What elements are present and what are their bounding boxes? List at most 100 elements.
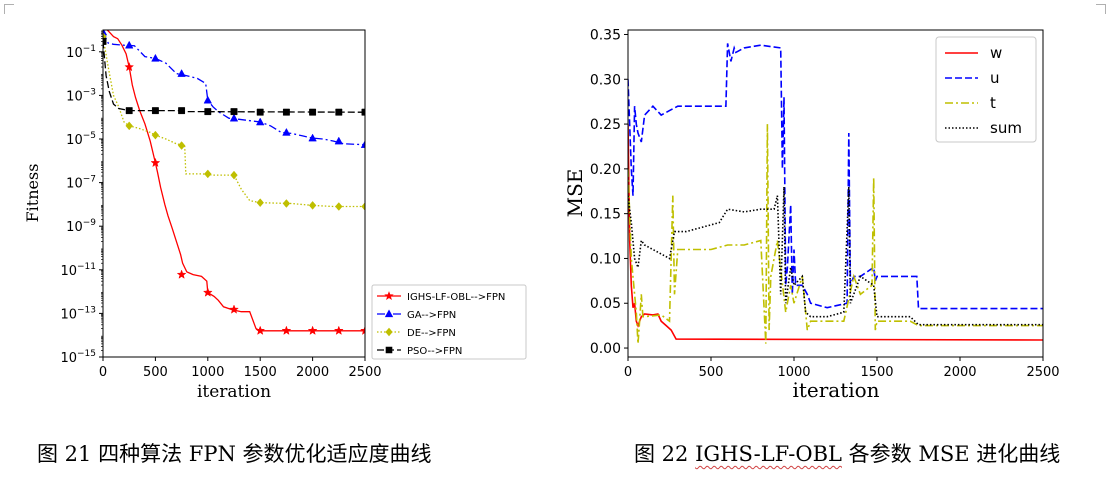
fitness-y-axis-label: Fitness [23,164,42,223]
mse-x-tick-label: 0 [624,365,632,380]
fitness-series-marker-3 [335,108,343,116]
fitness-series-marker-0 [255,325,266,335]
fitness-series-marker-1 [360,140,365,148]
fitness-chart: 0 500 1000 1500 2000 2500 10−15 10−13 10−11 10−9 1… [23,29,527,402]
fitness-legend-label: GA-->FPN [407,310,456,321]
mse-plot-frame [627,29,1044,358]
fitness-series-marker-1 [124,40,134,49]
mse-series-line-w [628,124,1043,341]
fitness-x-tick-label: 500 [143,365,168,380]
mse-y-tick-label: 0.05 [590,296,621,312]
fitness-series-line-0 [106,30,365,332]
fitness-series-marker-1 [177,69,186,77]
mse-y-tick-label: 0.25 [590,117,621,133]
fitness-y-tick-label: 10−1 [66,44,96,61]
mse-x-tick-label: 500 [699,365,724,380]
fitness-series-marker-3 [282,108,290,116]
fitness-series-marker-1 [334,136,344,145]
fitness-y-tick-label: 10−15 [60,349,96,366]
fitness-series-marker-3 [103,37,107,45]
fitness-series-marker-1 [308,133,317,142]
figure-22-caption-algorithm: IGHS-LF-OBL [695,442,842,466]
page-corner-mark-left [4,4,14,14]
fitness-series-marker-2 [361,202,365,211]
fitness-y-tick-exponent: −11 [77,262,96,272]
figure-22-caption-prefix: 图 22 [634,442,696,466]
fitness-x-tick-label: 2500 [348,365,381,380]
mse-chart: 0 500 1000 1500 2000 2500 0.00 0.05 0.10 0.15 0.20… [563,27,1060,402]
fitness-legend-box [371,284,527,360]
fitness-y-tick-exponent: −7 [83,175,96,185]
fitness-x-tick-label: 0 [99,365,107,380]
fitness-y-tick-label: 10−11 [60,262,96,279]
page-corner-mark-right [1096,4,1106,14]
fitness-y-tick-label: 10−3 [66,87,96,104]
mse-x-tick-label: 2500 [1026,365,1059,380]
fitness-series-marker-0 [281,325,292,335]
fitness-series-marker-0 [333,325,344,335]
fitness-y-tick-exponent: −1 [83,44,96,54]
fitness-series-marker-3 [178,107,186,115]
fitness-series-marker-0 [124,61,135,72]
fitness-plot-frame [102,29,366,358]
fitness-series-marker-3 [309,108,317,116]
mse-legend-label: w [990,44,1002,62]
fitness-series-marker-2 [204,169,212,179]
mse-x-tick-label: 2000 [943,365,976,380]
mse-x-tick-label: 1000 [777,365,810,380]
fitness-y-tick-exponent: −9 [83,218,97,228]
fitness-x-tick-label: 2000 [296,365,329,380]
fitness-y-tick-exponent: −15 [77,349,96,359]
fitness-series-marker-0 [360,325,365,335]
fitness-series-marker-3 [151,107,159,115]
fitness-series-line-2 [103,36,365,208]
fitness-series-marker-2 [230,170,238,180]
fitness-series-marker-2 [282,199,291,208]
fitness-y-tick-exponent: −3 [83,87,96,97]
fitness-series-marker-1 [203,95,213,104]
mse-legend-label: t [990,94,996,112]
fitness-series-marker-3 [256,108,264,116]
fitness-legend: IGHS-LF-OBL-->FPN GA-->FPN DE-->FPN PSO-->F… [371,284,527,360]
fitness-x-axis-label: iteration [197,382,271,402]
fitness-legend-marker [384,291,394,300]
mse-legend-box [935,36,1037,143]
fitness-series-marker-1 [229,113,239,122]
mse-series-line-t [628,124,1043,344]
fitness-series-marker-1 [255,117,265,126]
fitness-series-marker-1 [151,53,160,62]
fitness-x-tick-label: 1000 [191,365,224,380]
mse-legend: wut sum [935,36,1037,143]
mse-legend-label: u [990,69,1000,87]
fitness-y-tick-label: 10−7 [66,175,96,192]
figure-22-caption: 图 22 IGHS-LF-OBL 各参数 MSE 进化曲线 [634,438,1060,468]
mse-series-line-sum [628,186,1043,326]
mse-series-line-u [628,43,1043,310]
mse-y-tick-label: 0.15 [590,207,621,223]
fitness-legend-marker [385,327,393,337]
mse-legend-label: sum [990,119,1022,137]
fitness-series-marker-0 [307,325,318,335]
fitness-y-tick-exponent: −5 [83,131,96,141]
fitness-series-marker-0 [229,304,239,314]
figure-21-caption: 图 21 四种算法 FPN 参数优化适应度曲线 [37,442,432,466]
fitness-series-marker-3 [361,108,365,116]
mse-x-tick-label: 1500 [860,365,893,380]
mse-y-axis-label: MSE [563,169,587,218]
fitness-y-tick-label: 10−5 [66,131,96,148]
fitness-series-marker-3 [230,108,238,116]
fitness-series-marker-3 [125,107,133,115]
fitness-series-marker-2 [125,121,133,131]
fitness-y-tick-label: 10−13 [60,305,96,322]
fitness-legend-label: DE-->FPN [407,328,456,339]
fitness-series-marker-2 [256,198,264,208]
fitness-y-tick-exponent: −13 [77,305,96,315]
fitness-legend-label: PSO-->FPN [407,346,462,357]
figure-22-caption-suffix: 各参数 MSE 进化曲线 [841,442,1061,466]
fitness-series-marker-0 [176,269,187,279]
fitness-series-line-1 [103,31,365,146]
mse-x-axis-label: iteration [792,378,879,402]
mse-y-tick-label: 0.00 [590,341,621,357]
fitness-y-tick-label: 10−9 [66,218,96,235]
fitness-x-tick-label: 1500 [244,365,277,380]
